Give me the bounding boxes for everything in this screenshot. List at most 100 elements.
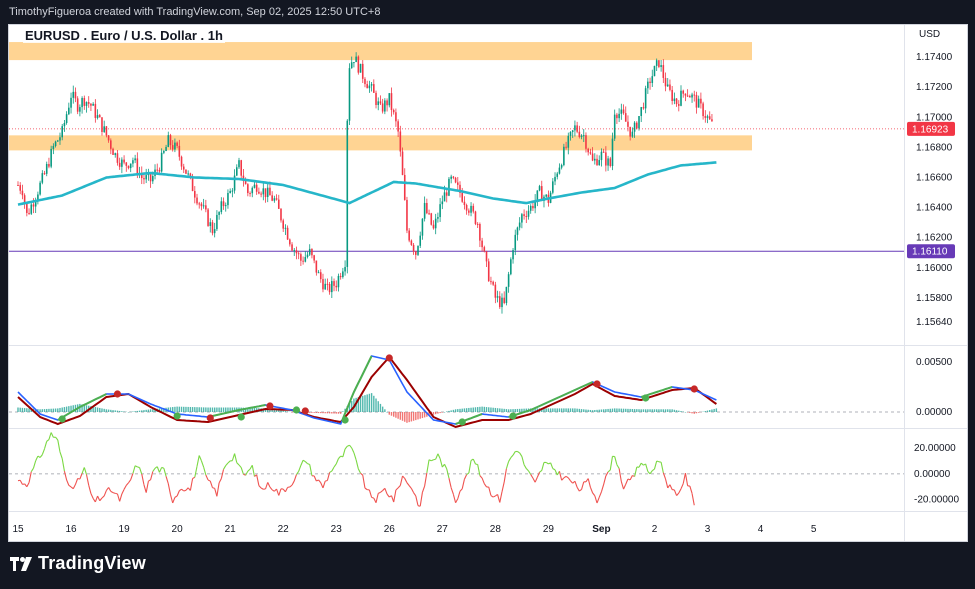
osc-line-segment — [501, 481, 505, 492]
osc-line-segment — [112, 492, 116, 494]
candle-body — [591, 153, 594, 161]
macd-histogram-bar — [388, 412, 390, 415]
candle-body — [224, 205, 227, 207]
candle-body — [494, 284, 497, 298]
macd-histogram-bar — [452, 409, 455, 412]
candle-body — [476, 223, 479, 225]
osc-line-segment — [640, 462, 644, 466]
candle-body — [563, 146, 565, 166]
macd-histogram-bar — [247, 407, 249, 412]
candle-body — [432, 224, 435, 229]
footer: TradingView — [0, 542, 975, 589]
macd-histogram-bar — [653, 409, 656, 412]
macd-histogram-bar — [222, 407, 225, 412]
macd-histogram-bar — [437, 412, 439, 414]
macd-histogram-bar — [512, 409, 514, 412]
macd-signal-line — [17, 355, 717, 429]
macd-histogram-bar — [689, 412, 691, 413]
macd-histogram-bar — [399, 412, 402, 420]
osc-line-segment — [43, 441, 48, 449]
macd-histogram-bar — [65, 406, 68, 412]
macd-histogram-bar — [664, 409, 667, 412]
chart-frame[interactable]: 1.17400 1.17200 1.17000 1.16800 1.16600 1.164… — [8, 24, 968, 542]
macd-histogram-bar — [141, 410, 143, 412]
candle-body — [59, 137, 61, 141]
osc-line-segment — [342, 448, 346, 457]
macd-histogram-bar — [253, 408, 256, 412]
candle-body — [322, 279, 324, 290]
candle-body — [311, 248, 313, 256]
candle-body — [54, 141, 57, 146]
osc-line-segment — [483, 483, 487, 488]
candle-body — [297, 253, 300, 255]
candle-body — [664, 77, 667, 87]
macd-histogram-bar — [83, 404, 85, 412]
osc-line-segment — [466, 472, 470, 476]
osc-line-segment — [424, 472, 428, 487]
candle-body — [280, 208, 282, 221]
macd-histogram-bar — [474, 407, 477, 412]
osc-line-segment — [37, 455, 41, 458]
macd-histogram-bar — [337, 412, 340, 414]
osc-line-segment — [589, 486, 594, 494]
macd-histogram-bar — [333, 412, 335, 414]
macd-histogram-bar — [233, 407, 236, 412]
osc-line-segment — [413, 492, 417, 497]
candle-body — [213, 229, 216, 234]
macd-histogram-bar — [417, 412, 419, 420]
osc-line-segment — [406, 482, 410, 486]
macd-histogram-bar — [61, 407, 63, 412]
macd-histogram-bar — [644, 409, 647, 412]
macd-histogram-bar — [121, 411, 123, 412]
candle-body — [527, 210, 530, 217]
osc-line-segment — [393, 489, 397, 503]
candle-body — [233, 175, 236, 191]
candle-body — [439, 204, 441, 218]
chart-canvas[interactable]: 1.17400 1.17200 1.17000 1.16800 1.16600 1.164… — [9, 25, 967, 541]
osc-line-segment — [24, 483, 28, 488]
osc-line-segment — [218, 478, 222, 484]
macd-histogram-bar — [145, 409, 147, 412]
macd-histogram-bar — [103, 408, 105, 412]
osc-line-segment — [660, 462, 664, 473]
candle-body — [253, 184, 256, 188]
macd-histogram-bar — [194, 407, 196, 412]
candle-body — [618, 113, 620, 119]
macd-histogram-bar — [532, 408, 534, 412]
osc-line-segment — [145, 481, 149, 493]
osc-line-segment — [269, 486, 273, 491]
macd-histogram-bar — [46, 408, 48, 412]
candle-body — [485, 251, 488, 262]
candle-body — [306, 254, 309, 258]
osc-line-segment — [594, 495, 598, 504]
candle-body — [450, 176, 452, 179]
osc-line-segment — [183, 489, 187, 492]
osc-line-segment — [205, 474, 209, 481]
macd-histogram-bar — [176, 406, 178, 412]
osc-line-segment — [101, 495, 105, 499]
candle-body — [693, 94, 696, 96]
candle-body — [143, 178, 145, 180]
candle-body — [492, 281, 494, 285]
candle-body — [456, 182, 459, 185]
symbol-title[interactable]: EURUSD . Euro / U.S. Dollar . 1h — [23, 28, 225, 43]
candle-body — [556, 173, 559, 177]
macd-histogram-bar — [48, 408, 50, 412]
macd-histogram-bar — [231, 407, 234, 412]
candle-body — [410, 240, 413, 245]
currency-label[interactable]: USD — [919, 29, 941, 40]
candle-body — [125, 162, 128, 166]
macd-histogram-bar — [580, 409, 583, 412]
osc-line-segment — [627, 478, 631, 481]
candle-body — [390, 93, 393, 111]
osc-line-segment — [322, 480, 326, 489]
osc-line-segment — [338, 455, 342, 459]
macd-histogram-bar — [163, 407, 165, 412]
macd-histogram-bar — [479, 406, 481, 412]
osc-line-segment — [156, 466, 160, 473]
osc-line-segment — [298, 465, 302, 472]
macd-cross-dot — [385, 354, 393, 362]
osc-line-segment — [680, 483, 684, 490]
osc-line-segment — [664, 478, 669, 489]
candle-body — [415, 251, 417, 255]
